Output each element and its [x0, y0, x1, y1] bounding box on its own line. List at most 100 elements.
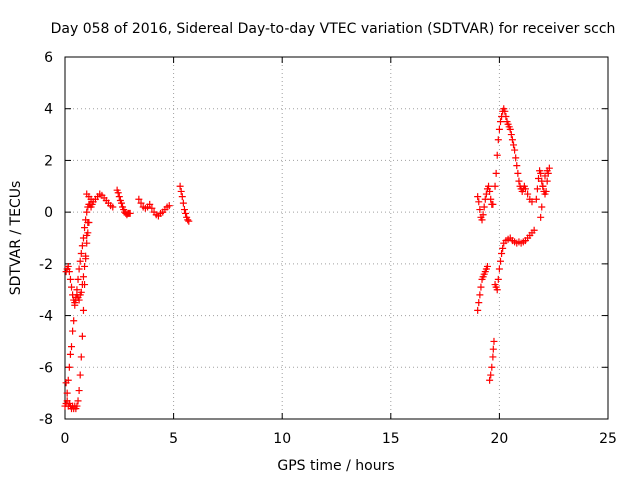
chart-title: Day 058 of 2016, Sidereal Day-to-day VTE…	[51, 21, 616, 37]
y-tick-label: -8	[39, 412, 53, 428]
data-point	[479, 211, 487, 219]
y-tick-label: -2	[39, 257, 53, 273]
data-point	[537, 169, 545, 177]
data-point	[489, 353, 497, 361]
data-point	[179, 199, 187, 207]
data-point	[75, 387, 83, 395]
data-point	[77, 250, 85, 258]
data-point	[495, 125, 503, 133]
data-point	[533, 185, 541, 193]
data-point	[79, 306, 87, 314]
data-point	[475, 198, 483, 206]
data-point	[543, 167, 551, 175]
data-point	[494, 136, 502, 144]
plot-frame	[64, 56, 609, 420]
data-point	[81, 281, 89, 289]
data-point	[493, 151, 501, 159]
data-point	[475, 299, 483, 307]
data-point	[539, 182, 547, 190]
data-point	[73, 402, 81, 410]
data-point	[511, 146, 519, 154]
data-point	[491, 182, 499, 190]
data-point	[478, 216, 486, 224]
x-tick-label: 15	[382, 431, 400, 447]
data-point	[528, 198, 536, 206]
data-point	[74, 397, 82, 405]
data-points	[61, 105, 553, 413]
data-point	[146, 200, 154, 208]
data-point	[76, 371, 84, 379]
data-point	[485, 182, 493, 190]
data-point	[78, 242, 86, 250]
data-point	[501, 107, 509, 115]
data-point	[66, 350, 74, 358]
data-point	[490, 337, 498, 345]
data-point	[530, 226, 538, 234]
data-point	[486, 187, 494, 195]
data-point	[521, 185, 529, 193]
y-axis-label: SDTVAR / TECUs	[8, 181, 24, 296]
x-tick-label: 0	[61, 431, 70, 447]
data-point	[489, 345, 497, 353]
data-point	[68, 283, 76, 291]
data-point	[75, 265, 83, 273]
data-point	[513, 162, 521, 170]
data-point	[63, 389, 71, 397]
data-point	[515, 177, 523, 185]
data-point	[502, 112, 510, 120]
data-point	[165, 202, 173, 210]
data-point	[489, 200, 497, 208]
data-point	[74, 275, 82, 283]
x-axis-label: GPS time / hours	[277, 458, 394, 474]
data-point	[109, 203, 117, 211]
data-point	[148, 204, 156, 212]
data-point	[494, 275, 502, 283]
data-point	[77, 288, 85, 296]
data-point	[487, 371, 495, 379]
data-point	[474, 193, 482, 201]
data-point	[115, 193, 123, 201]
y-tick-label: 4	[44, 102, 53, 118]
data-point	[476, 206, 484, 214]
data-point	[117, 199, 125, 207]
data-point	[514, 169, 522, 177]
data-point	[81, 224, 89, 232]
data-point	[486, 376, 494, 384]
data-point	[541, 172, 549, 180]
data-point	[82, 255, 90, 263]
x-tick-label: 20	[490, 431, 508, 447]
data-point	[182, 209, 190, 217]
data-point	[507, 131, 515, 139]
data-point	[114, 189, 122, 197]
data-point	[180, 206, 188, 214]
data-point	[176, 182, 184, 190]
data-point	[510, 141, 518, 149]
data-point	[185, 217, 193, 225]
data-point	[70, 317, 78, 325]
data-point	[66, 275, 74, 283]
data-point	[69, 327, 77, 335]
data-point	[81, 262, 89, 270]
data-point	[543, 177, 551, 185]
data-point	[476, 291, 484, 299]
data-point	[512, 154, 520, 162]
data-point	[83, 239, 91, 247]
y-tick-label: 6	[44, 50, 53, 66]
data-point	[499, 244, 507, 252]
data-point	[76, 257, 84, 265]
data-point	[71, 299, 79, 307]
data-point	[496, 257, 504, 265]
data-point	[493, 286, 501, 294]
data-point	[480, 203, 488, 211]
data-point	[178, 193, 186, 201]
data-point	[506, 125, 514, 133]
data-point	[537, 213, 545, 221]
data-point	[126, 209, 134, 217]
x-tick-label: 10	[273, 431, 291, 447]
data-point	[488, 363, 496, 371]
data-point	[524, 190, 532, 198]
data-point	[77, 353, 85, 361]
data-point	[177, 187, 185, 195]
data-point	[79, 273, 87, 281]
